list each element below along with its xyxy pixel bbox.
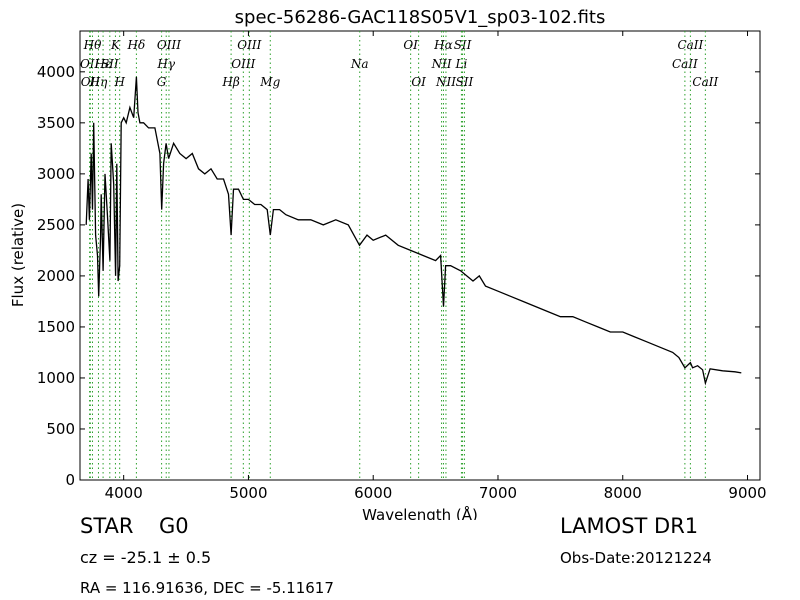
y-tick-label: 2000 (37, 267, 75, 285)
line-marker-label: Mg (259, 75, 280, 89)
line-marker-label: NII (431, 57, 452, 71)
y-tick-label: 500 (46, 420, 75, 438)
obs-date: Obs-Date:20121224 (560, 549, 712, 567)
line-marker-label: OII (81, 75, 101, 89)
line-marker-label: OIII (157, 38, 181, 52)
spectrum-line (85, 76, 742, 386)
x-tick-label: 9000 (728, 484, 766, 502)
line-marker-label: Hγ (156, 57, 175, 71)
y-tick-label: 0 (65, 471, 75, 489)
line-marker-label: SII (456, 75, 474, 89)
x-tick-label: 8000 (604, 484, 642, 502)
line-marker-label: Hθ (83, 38, 102, 52)
line-marker-label: Hβ (221, 75, 239, 89)
line-marker-label: SII (101, 57, 119, 71)
plot-frame (79, 30, 761, 481)
line-marker-label: OI (403, 38, 418, 52)
x-tick-label: 4000 (105, 484, 143, 502)
line-marker-label: K (110, 38, 121, 52)
line-marker-label: OI (411, 75, 426, 89)
line-marker-label: OIII (231, 57, 255, 71)
line-marker-label: CaII (672, 57, 698, 71)
survey-label: LAMOST DR1 (560, 514, 699, 538)
y-tick-label: 1000 (37, 369, 75, 387)
redshift-readout: cz = -25.1 ± 0.5 (80, 548, 212, 567)
y-tick-label: 1500 (37, 318, 75, 336)
y-axis-label: Flux (relative) (9, 203, 27, 307)
x-tick-label: 5000 (229, 484, 267, 502)
coordinates: RA = 116.91636, DEC = -5.11617 (80, 579, 334, 597)
line-marker-label: Hη (89, 75, 108, 89)
line-marker-label: Hδ (127, 38, 146, 52)
line-marker-label: Hε (94, 57, 112, 71)
line-marker-label: CaII (692, 75, 718, 89)
spectrum-chart: spec-56286-GAC118S05V1_sp03-102.fits OII… (9, 7, 767, 520)
line-marker-label: Hα (433, 38, 453, 52)
chart-title: spec-56286-GAC118S05V1_sp03-102.fits (235, 7, 606, 28)
line-marker-label: Li (455, 57, 468, 71)
axis-ticks: 4000 5000 6000 7000 8000 9000 0 500 1000 1500 2000… (37, 31, 767, 502)
subclass-label: G0 (159, 514, 189, 538)
line-marker-label: OIII (237, 38, 261, 52)
line-marker-label: SII (454, 38, 472, 52)
x-axis-label: Wavelength (Å) (362, 505, 478, 520)
line-marker-label: H (113, 75, 125, 89)
line-marker-label: NII (435, 75, 456, 89)
y-tick-label: 3500 (37, 114, 75, 132)
y-tick-label: 4000 (37, 63, 75, 81)
line-marker-label: OII (80, 57, 100, 71)
line-marker-label: CaII (677, 38, 703, 52)
line-marker-label: Na (350, 57, 369, 71)
class-label: STAR (80, 514, 134, 538)
x-tick-label: 6000 (354, 484, 392, 502)
x-tick-label: 7000 (479, 484, 517, 502)
line-marker-label: G (157, 75, 167, 89)
y-tick-label: 2500 (37, 216, 75, 234)
line-markers: OIIOIIHθHηHεSIIKHHδGHγOIIIHβOIIIOIIIMgNa… (80, 31, 719, 480)
y-tick-label: 3000 (37, 165, 75, 183)
